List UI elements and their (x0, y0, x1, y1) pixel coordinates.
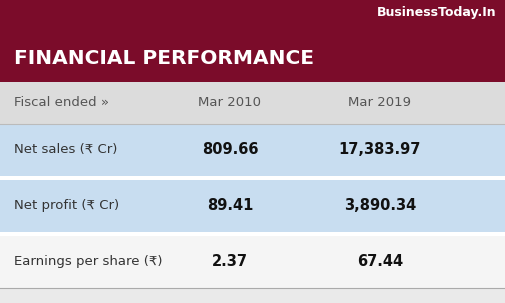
Text: 2.37: 2.37 (212, 255, 248, 269)
Bar (0, 176, 505, 180)
Text: Net sales (₹ Cr): Net sales (₹ Cr) (14, 144, 117, 157)
Text: Mar 2019: Mar 2019 (348, 96, 412, 109)
Bar (0, 82, 505, 124)
Text: 3,890.34: 3,890.34 (344, 198, 416, 214)
Text: Mar 2010: Mar 2010 (198, 96, 262, 109)
Text: 17,383.97: 17,383.97 (339, 142, 421, 158)
Text: Earnings per share (₹): Earnings per share (₹) (14, 255, 163, 268)
Bar (0, 124, 505, 176)
Text: 89.41: 89.41 (207, 198, 253, 214)
Bar (0, 232, 505, 236)
Text: 67.44: 67.44 (357, 255, 403, 269)
Text: FINANCIAL PERFORMANCE: FINANCIAL PERFORMANCE (14, 49, 314, 68)
Bar (0, 0, 505, 82)
Text: Net profit (₹ Cr): Net profit (₹ Cr) (14, 199, 119, 212)
Bar (0, 236, 505, 288)
Text: Fiscal ended »: Fiscal ended » (14, 96, 109, 109)
Text: 809.66: 809.66 (202, 142, 258, 158)
Text: BusinessToday.In: BusinessToday.In (377, 6, 497, 19)
Bar (0, 180, 505, 232)
